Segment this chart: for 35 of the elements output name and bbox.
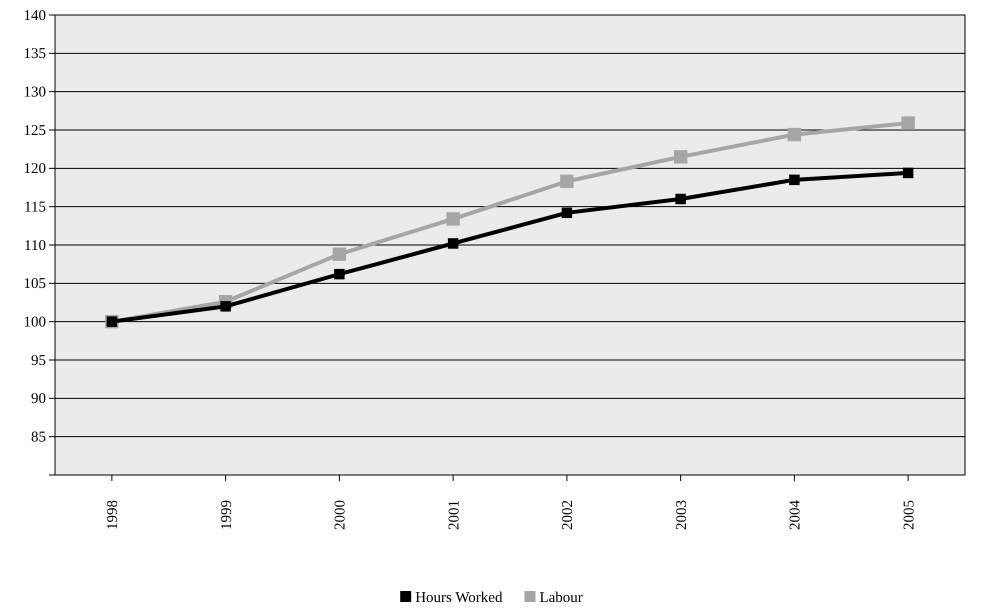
x-tick-label: 2005 [901,500,918,530]
point [332,247,346,261]
point [675,194,686,204]
point [448,238,458,249]
point [562,208,572,218]
x-tick-label: 2002 [560,500,576,530]
legend-label: Hours Worked [415,590,503,606]
x-tick-label: 2000 [332,500,349,530]
point [220,301,231,312]
y-tick-label: 90 [31,391,46,408]
y-tick-label: 125 [24,122,46,139]
point [902,168,914,178]
point [789,174,800,186]
y-tick-label: 85 [31,429,46,446]
y-tick-label: 140 [24,8,46,24]
y-tick-label: 135 [24,46,46,62]
x-tick-label: 2003 [674,500,690,530]
y-tick-label: 130 [24,84,46,100]
point [334,268,345,280]
y-tick-label: 110 [24,238,46,254]
legend-label: Labour [539,590,583,606]
y-tick-label: 120 [24,161,46,178]
point [788,128,802,142]
point [674,150,688,164]
y-tick-label: 105 [24,276,46,292]
x-tick-label: 2001 [446,500,462,530]
y-tick-label: 95 [31,352,46,369]
point [901,116,915,130]
y-tick-label: 115 [24,199,46,216]
x-tick-label: 2004 [788,500,804,530]
point [560,174,574,188]
x-tick-label: 1999 [218,500,235,530]
point [446,212,460,226]
x-tick-label: 1998 [105,500,122,530]
y-tick-label: 100 [24,314,46,330]
